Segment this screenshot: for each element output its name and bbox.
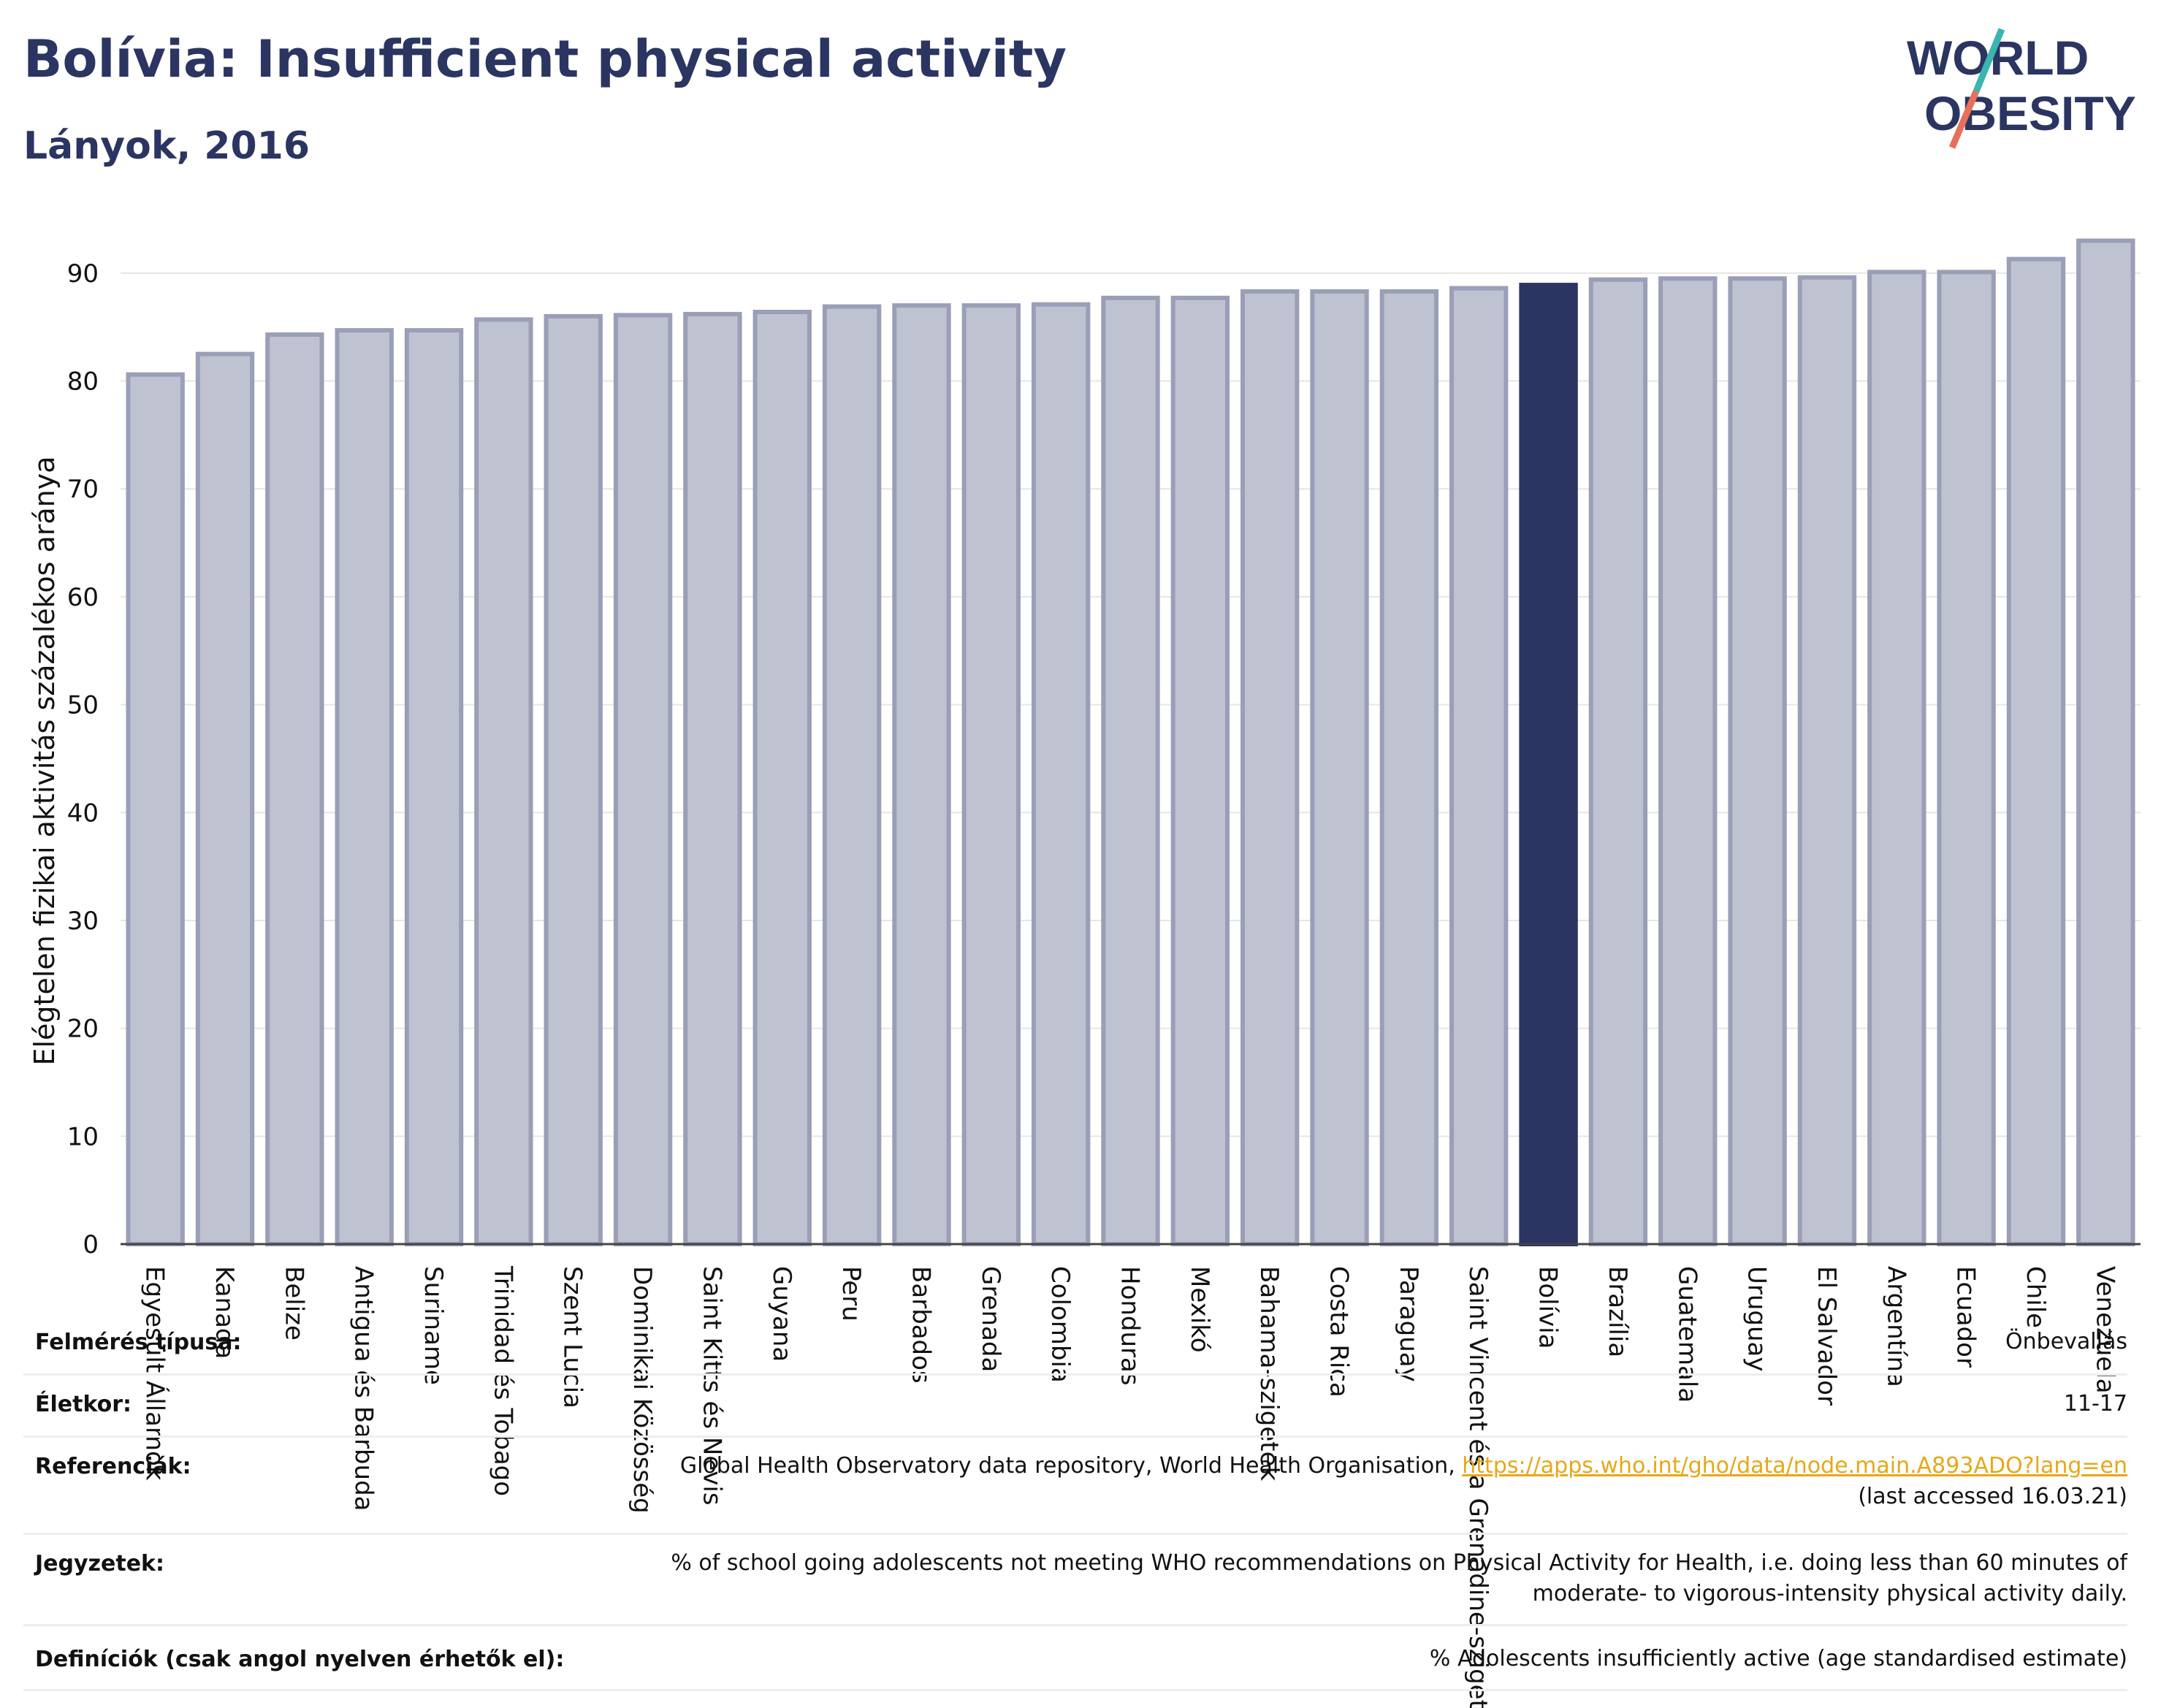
bar	[752, 310, 812, 1246]
y-tick-label: 0	[83, 1230, 99, 1259]
bar	[1310, 289, 1369, 1247]
logo-slash-top	[1973, 28, 2005, 93]
bar	[683, 311, 742, 1246]
reference-accessed: (last accessed 16.03.21)	[1858, 1484, 2127, 1509]
bar	[1379, 289, 1439, 1247]
x-tick-label: Dominikai Közösség	[628, 1266, 657, 1514]
notes-line: % of school going adolescents not meetin…	[671, 1550, 2127, 1576]
x-tick-label: Suriname	[419, 1266, 448, 1385]
info-value: % of school going adolescents not meetin…	[671, 1548, 2127, 1609]
world-obesity-logo: WORLD OBESITY	[1907, 28, 2136, 149]
bar	[126, 372, 185, 1246]
info-row-survey-type: Felmérés típusa: Önbevallás	[23, 1293, 2127, 1376]
y-tick-label: 20	[67, 1015, 99, 1044]
y-tick-label: 90	[67, 259, 99, 289]
x-tick-label: Peru	[836, 1266, 866, 1322]
y-axis-title: Elégtelen fizikai aktivitás százalékos a…	[28, 456, 61, 1065]
bar	[1937, 270, 1996, 1247]
x-tick-label: Guyana	[767, 1266, 796, 1362]
x-tick-label: Egyesült Államok	[140, 1266, 170, 1481]
bar	[613, 313, 673, 1246]
info-label: Életkor:	[35, 1392, 132, 1417]
x-tick-label: Trinidad és Tobago	[488, 1265, 517, 1496]
x-tick-label: Bolívia	[1533, 1266, 1563, 1349]
x-tick-label: Venezuela	[2090, 1266, 2119, 1394]
bar	[335, 328, 394, 1246]
x-tick-label: Belize	[279, 1266, 308, 1341]
bar	[474, 317, 533, 1246]
bar	[961, 303, 1021, 1247]
y-tick-label: 40	[67, 798, 99, 828]
x-tick-label: Colombia	[1045, 1266, 1075, 1383]
bar	[1867, 270, 1926, 1247]
bar	[1101, 295, 1160, 1247]
bar	[195, 351, 255, 1247]
bar	[822, 304, 882, 1246]
x-tick-label: Saint Kitts és Nevis	[697, 1266, 726, 1506]
x-tick-label: Guatemala	[1672, 1266, 1701, 1403]
bar	[1240, 289, 1300, 1247]
bar-highlight	[1519, 283, 1578, 1246]
y-tick-label: 60	[67, 583, 99, 612]
info-label: Referenciák:	[35, 1454, 191, 1479]
x-tick-label: Honduras	[1116, 1266, 1145, 1386]
bar	[892, 303, 951, 1247]
info-value: 11-17	[2063, 1391, 2127, 1417]
logo-slash-bottom	[1948, 90, 1980, 149]
x-tick-label: Uruguay	[1742, 1266, 1772, 1372]
info-label: Jegyzetek:	[35, 1551, 164, 1577]
bar	[1588, 277, 1648, 1247]
info-label: Definíciók (csak angol nyelven érhetők e…	[35, 1647, 565, 1672]
bar	[544, 313, 603, 1247]
reference-link[interactable]: https://apps.who.int/gho/data/node.main.…	[1462, 1453, 2127, 1479]
info-row-references: Referenciák: Global Health Observatory d…	[23, 1438, 2127, 1535]
y-tick-label: 10	[67, 1122, 99, 1151]
bar	[1031, 302, 1091, 1246]
bar	[1658, 276, 1718, 1246]
x-tick-label: Ecuador	[1951, 1266, 1981, 1368]
x-tick-label: Paraguay	[1394, 1266, 1423, 1382]
page-subtitle: Lányok, 2016	[23, 124, 310, 168]
info-row-notes: Jegyzetek: % of school going adolescents…	[23, 1535, 2127, 1626]
bar	[404, 328, 464, 1246]
info-label: Felmérés típusa:	[35, 1330, 242, 1355]
bar	[1728, 276, 1787, 1246]
info-table: Felmérés típusa: Önbevallás Életkor: 11-…	[23, 1293, 2127, 1691]
x-tick-label: Saint Vincent és a Grenadine-szigetek	[1463, 1266, 1493, 1708]
bar	[2076, 238, 2135, 1246]
x-tick-label: Brazília	[1603, 1266, 1632, 1357]
y-tick-label: 80	[67, 367, 99, 397]
y-tick-label: 30	[67, 907, 99, 936]
x-tick-label: Grenada	[976, 1266, 1005, 1372]
x-tick-label: Antigua és Barbuda	[349, 1266, 378, 1511]
x-tick-label: El Salvador	[1812, 1266, 1841, 1406]
y-tick-label: 50	[67, 691, 99, 720]
info-row-age: Életkor: 11-17	[23, 1376, 2127, 1438]
x-tick-label: Szent Lucia	[558, 1266, 587, 1408]
info-value: % Adolescents insufficiently active (age…	[1429, 1646, 2127, 1671]
x-tick-label: Chile	[2021, 1266, 2050, 1328]
x-tick-label: Kanada	[210, 1266, 239, 1359]
bar	[1170, 295, 1230, 1247]
y-tick-label: 70	[67, 475, 99, 504]
info-value: Önbevallás	[2005, 1329, 2127, 1354]
x-tick-label: Argentína	[1881, 1266, 1910, 1387]
bar	[1797, 275, 1857, 1246]
info-value: Global Health Observatory data repositor…	[680, 1451, 2127, 1512]
x-tick-label: Mexikó	[1185, 1266, 1214, 1353]
bar	[1449, 286, 1509, 1246]
reference-text: Global Health Observatory data repositor…	[679, 1453, 1463, 1479]
info-row-definitions: Definíciók (csak angol nyelven érhetők e…	[23, 1626, 2127, 1691]
bar	[2006, 256, 2066, 1246]
x-tick-label: Barbados	[906, 1266, 935, 1384]
notes-line: moderate- to vigorous-intensity physical…	[1532, 1581, 2127, 1606]
page-title: Bolívia: Insufficient physical activity	[23, 29, 1067, 89]
bar	[265, 332, 324, 1246]
